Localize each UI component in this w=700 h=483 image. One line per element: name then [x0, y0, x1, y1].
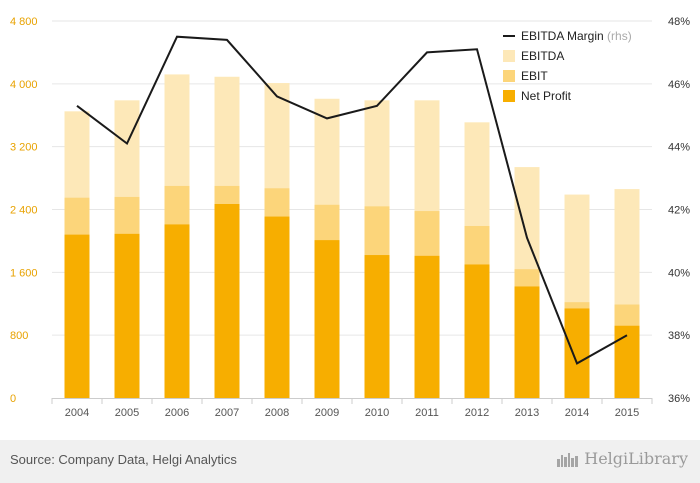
x-tick-label: 2009	[315, 407, 339, 419]
bar-net-profit	[64, 234, 90, 398]
bar-net-profit	[264, 216, 290, 398]
bar-net-profit	[514, 286, 540, 398]
y-left-tick-label: 4 000	[10, 79, 38, 91]
chart-svg: 0 800 1 600 2 400 3 200 4 000 4 800 36% 38% 40% 42…	[10, 16, 690, 419]
y-right-tick-label: 48%	[668, 16, 690, 28]
bar-net-profit	[464, 264, 490, 398]
y-left-tick-label: 0	[10, 393, 16, 405]
legend-label: EBITDA	[521, 49, 564, 63]
bar-net-profit	[164, 224, 190, 398]
bar-net-profit	[614, 325, 640, 398]
legend-swatch	[503, 90, 515, 102]
legend-label-suffix: (rhs)	[604, 29, 632, 43]
y-right-tick-label: 46%	[668, 79, 690, 91]
y-left-tick-label: 800	[10, 330, 28, 342]
x-tick-label: 2005	[115, 407, 139, 419]
y-left-tick-label: 1 600	[10, 267, 38, 279]
y-right-tick-label: 44%	[668, 142, 690, 154]
city-skyline-icon	[557, 452, 579, 467]
x-tick-label: 2013	[515, 407, 539, 419]
brand-logo: HelgiLibrary	[557, 449, 688, 468]
brand-name: HelgiLibrary	[584, 449, 688, 468]
y-right-tick-label: 36%	[668, 393, 690, 405]
y-left-tick-label: 3 200	[10, 142, 38, 154]
footer: Source: Company Data, Helgi Analytics He…	[0, 440, 700, 483]
x-tick-label: 2006	[165, 407, 189, 419]
x-tick-label: 2014	[565, 407, 589, 419]
bar-net-profit	[114, 233, 140, 398]
y-left-tick-label: 2 400	[10, 205, 38, 217]
bar-net-profit	[314, 240, 340, 398]
x-tick-label: 2011	[415, 407, 439, 419]
bar-net-profit	[214, 204, 240, 398]
legend-label: EBIT	[521, 69, 548, 83]
bar-net-profit	[564, 308, 590, 398]
legend-swatch	[503, 50, 515, 62]
legend-label: Net Profit	[521, 89, 572, 103]
x-tick-label: 2010	[365, 407, 389, 419]
line-ebitda-margin	[76, 35, 628, 365]
bar-net-profit	[414, 255, 440, 398]
x-tick-label: 2007	[215, 407, 239, 419]
y-left-tick-label: 4 800	[10, 16, 38, 28]
x-tick-label: 2015	[615, 407, 639, 419]
x-tick-label: 2004	[65, 407, 89, 419]
chart-area: 0 800 1 600 2 400 3 200 4 000 4 800 36% 38% 40% 42…	[10, 16, 691, 419]
y-right-tick-label: 38%	[668, 330, 690, 342]
bar-net-profit	[364, 255, 390, 398]
source-text: Source: Company Data, Helgi Analytics	[10, 452, 237, 467]
x-tick-label: 2008	[265, 407, 289, 419]
y-right-tick-label: 42%	[668, 205, 690, 217]
legend-label: EBITDA Margin (rhs)	[521, 29, 632, 43]
x-tick-label: 2012	[465, 407, 489, 419]
legend-swatch	[503, 70, 515, 82]
y-right-tick-label: 40%	[668, 267, 690, 279]
